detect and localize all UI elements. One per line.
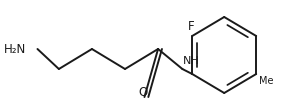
Text: Me: Me [259, 76, 274, 86]
Text: NH: NH [182, 56, 199, 66]
Text: H₂N: H₂N [4, 42, 26, 56]
Text: O: O [138, 86, 147, 99]
Text: F: F [188, 20, 194, 33]
